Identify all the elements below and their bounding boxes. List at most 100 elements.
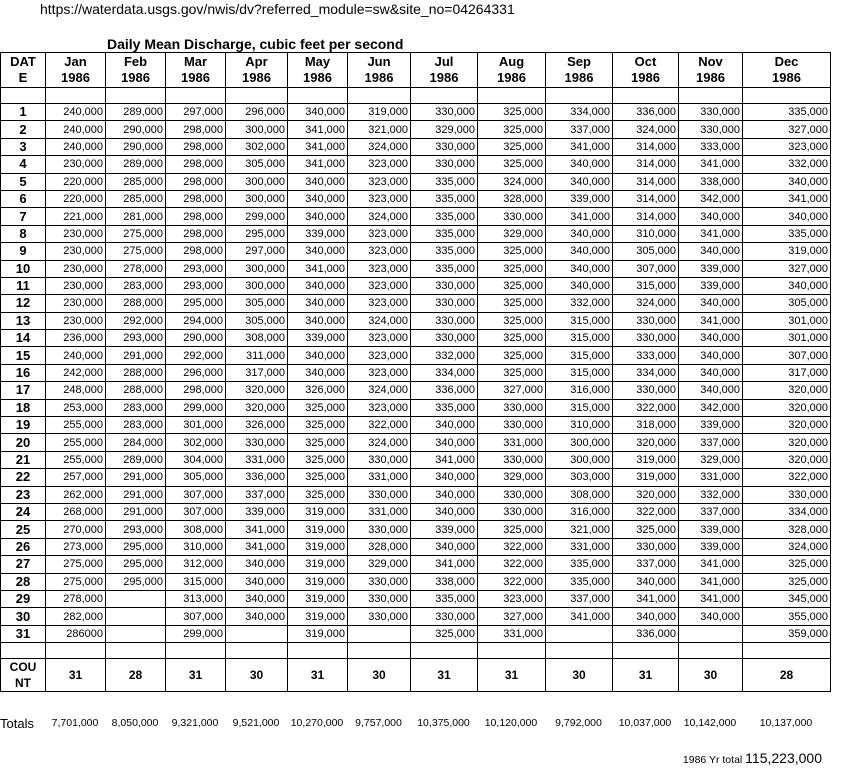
day-label: 20: [0, 433, 46, 452]
discharge-value: 326,000: [287, 381, 348, 400]
data-row: 30 282,000 307,000 340,000 319,000 330,000 330…: [0, 607, 831, 626]
month-header: Dec 1986: [742, 52, 831, 88]
discharge-value: 340,000: [225, 572, 288, 591]
day-label: 5: [0, 172, 46, 191]
discharge-value: 339,000: [678, 259, 743, 278]
discharge-value: 324,000: [477, 172, 546, 191]
discharge-value: 330,000: [410, 137, 478, 157]
discharge-value: 275,000: [45, 572, 106, 591]
month-header: Jan 1986: [45, 52, 106, 88]
discharge-value: 330,000: [347, 520, 411, 539]
discharge-value: 331,000: [477, 433, 546, 452]
discharge-value: 329,000: [477, 468, 546, 487]
discharge-value: 332,000: [545, 294, 613, 313]
discharge-value: 314,000: [612, 137, 679, 157]
discharge-value: 293,000: [165, 276, 226, 296]
blank-cell: [742, 642, 831, 660]
discharge-value: 330,000: [225, 433, 288, 452]
day-label: 13: [0, 311, 46, 331]
discharge-value: 314,000: [612, 207, 679, 226]
month-year: 1986: [61, 70, 90, 85]
discharge-value: 310,000: [165, 537, 226, 557]
empty-cell: [678, 624, 743, 644]
month-name: Apr: [245, 54, 268, 69]
data-row: 2 240,000 290,000 298,000 300,000 341,000 321,…: [0, 120, 831, 139]
data-row: 24 268,000 291,000 307,000 339,000 319,000 331…: [0, 502, 831, 522]
discharge-value: 314,000: [612, 189, 679, 209]
day-label: 7: [0, 207, 46, 226]
discharge-value: 295,000: [105, 537, 166, 557]
discharge-value: 323,000: [347, 329, 411, 348]
discharge-value: 341,000: [545, 137, 613, 157]
data-row: 8 230,000 275,000 298,000 295,000 339,000 323,…: [0, 224, 831, 244]
discharge-value: 299,000: [225, 207, 288, 226]
discharge-value: 341,000: [678, 589, 743, 609]
discharge-value: 323,000: [347, 363, 411, 383]
discharge-value: 325,000: [742, 555, 831, 574]
month-name: May: [304, 54, 331, 69]
discharge-value: 322,000: [612, 502, 679, 522]
blank-cell: [225, 642, 288, 660]
day-label: 22: [0, 468, 46, 487]
discharge-value: 335,000: [410, 589, 478, 609]
discharge-value: 283,000: [105, 398, 166, 418]
discharge-value: 325,000: [477, 311, 546, 331]
day-label: 15: [0, 346, 46, 365]
data-row: 14 236,000 293,000 290,000 308,000 339,000 323…: [0, 329, 831, 348]
discharge-value: 345,000: [742, 589, 831, 609]
discharge-value: 329,000: [678, 450, 743, 470]
discharge-value: 336,000: [225, 468, 288, 487]
discharge-value: 305,000: [225, 155, 288, 174]
discharge-value: 290,000: [105, 137, 166, 157]
discharge-value: 320,000: [225, 381, 288, 400]
day-label: 1: [0, 102, 46, 122]
discharge-value: 340,000: [678, 607, 743, 626]
discharge-value: 325,000: [477, 520, 546, 539]
discharge-value: 330,000: [347, 607, 411, 626]
month-name: Feb: [123, 54, 148, 69]
discharge-value: 292,000: [105, 311, 166, 331]
discharge-value: 288,000: [105, 363, 166, 383]
discharge-value: 340,000: [287, 207, 348, 226]
day-label: 2: [0, 120, 46, 139]
discharge-value: 305,000: [225, 311, 288, 331]
discharge-value: 338,000: [678, 172, 743, 191]
discharge-value: 335,000: [410, 224, 478, 244]
discharge-value: 334,000: [612, 363, 679, 383]
discharge-value: 310,000: [545, 416, 613, 435]
discharge-value: 327,000: [742, 120, 831, 139]
empty-cell: [225, 624, 288, 644]
total-value: 10,375,000: [417, 717, 470, 729]
date-header: DATE: [0, 52, 46, 88]
discharge-value: 275,000: [45, 555, 106, 574]
discharge-value: 240,000: [45, 120, 106, 139]
month-name: Sep: [567, 54, 591, 69]
discharge-value: 319,000: [287, 555, 348, 574]
discharge-value: 321,000: [347, 120, 411, 139]
discharge-value: 330,000: [612, 381, 679, 400]
total-value: 9,521,000: [232, 717, 280, 729]
discharge-value: 340,000: [545, 259, 613, 278]
discharge-value: 293,000: [165, 259, 226, 278]
discharge-value: 230,000: [45, 155, 106, 174]
day-label: 11: [0, 276, 46, 296]
discharge-value: 314,000: [612, 155, 679, 174]
total-value: 9,792,000: [555, 717, 602, 729]
discharge-value: 321,000: [545, 520, 613, 539]
empty-cell: [347, 624, 411, 644]
discharge-value: 290,000: [165, 329, 226, 348]
month-header: Nov 1986: [678, 52, 743, 88]
discharge-value: 335,000: [410, 398, 478, 418]
month-header: Feb 1986: [105, 52, 166, 88]
blank-cell: [545, 87, 613, 104]
count-label: COUNT: [0, 658, 46, 693]
discharge-value: 330,000: [477, 416, 546, 435]
discharge-value: 330,000: [678, 102, 743, 122]
discharge-value: 339,000: [678, 276, 743, 296]
discharge-value: 325,000: [410, 624, 478, 644]
month-year: 1986: [242, 70, 271, 85]
discharge-value: 325,000: [287, 416, 348, 435]
discharge-value: 300,000: [545, 450, 613, 470]
discharge-value: 278,000: [45, 589, 106, 609]
discharge-value: 330,000: [410, 155, 478, 174]
